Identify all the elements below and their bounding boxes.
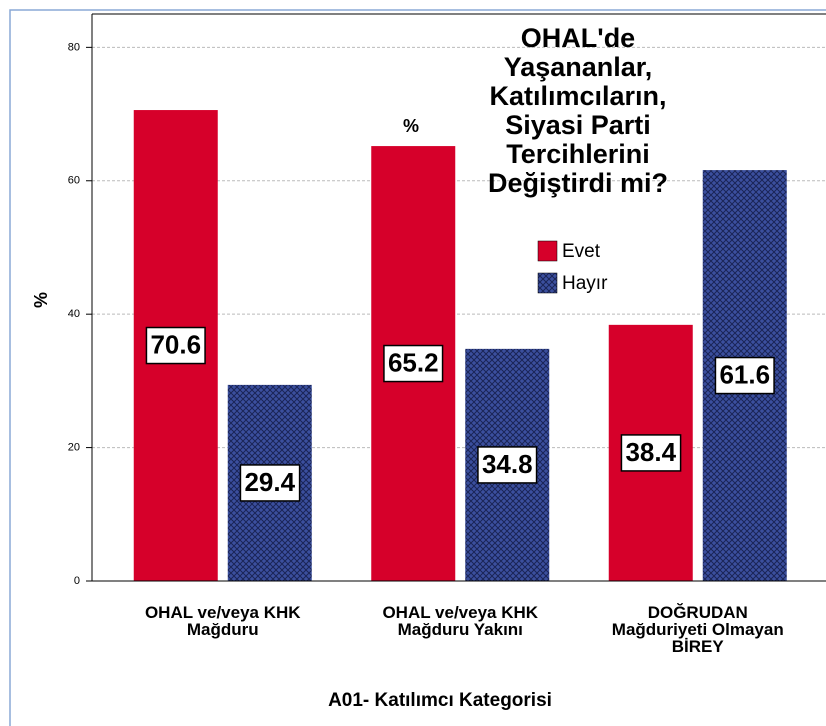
legend-title: OHAL'de Yaşananlar, Katılımcıların, Siya… — [487, 23, 669, 198]
value-label-box — [620, 434, 682, 472]
value-label: 70.6 — [150, 329, 201, 359]
legend-swatch — [537, 240, 558, 262]
y-tick-label: 80 — [68, 41, 80, 53]
value-label: 61.6 — [719, 359, 770, 389]
legend-label: Evet — [562, 241, 601, 262]
value-label-box — [239, 464, 301, 502]
x-tick-label: DOĞRUDAN Mağduriyeti Olmayan BİREY — [611, 603, 784, 656]
legend-swatch — [537, 272, 558, 294]
y-tick-label: 60 — [68, 175, 80, 187]
value-label: 29.4 — [244, 467, 295, 497]
legend-label: Hayır — [562, 273, 608, 294]
value-label-box — [145, 326, 206, 365]
value-label: 38.4 — [625, 437, 676, 467]
value-label-box — [383, 344, 444, 383]
y-tick-label: 40 — [68, 308, 80, 320]
x-tick-label: OHAL ve/veya KHK Mağduru — [144, 603, 301, 639]
outer-border — [9, 9, 826, 726]
annotation: % — [403, 116, 419, 136]
value-label-box — [477, 446, 538, 484]
y-axis-label: % — [31, 292, 51, 308]
value-label-box — [714, 356, 775, 395]
y-tick-label: 0 — [74, 575, 80, 587]
x-axis-label: A01- Katılımcı Kategorisi — [328, 690, 552, 711]
value-label: 65.2 — [388, 347, 439, 377]
x-tick-label: OHAL ve/veya KHK Mağduru Yakını — [382, 603, 539, 639]
value-label: 34.8 — [482, 449, 533, 479]
y-tick-label: 20 — [68, 441, 80, 453]
